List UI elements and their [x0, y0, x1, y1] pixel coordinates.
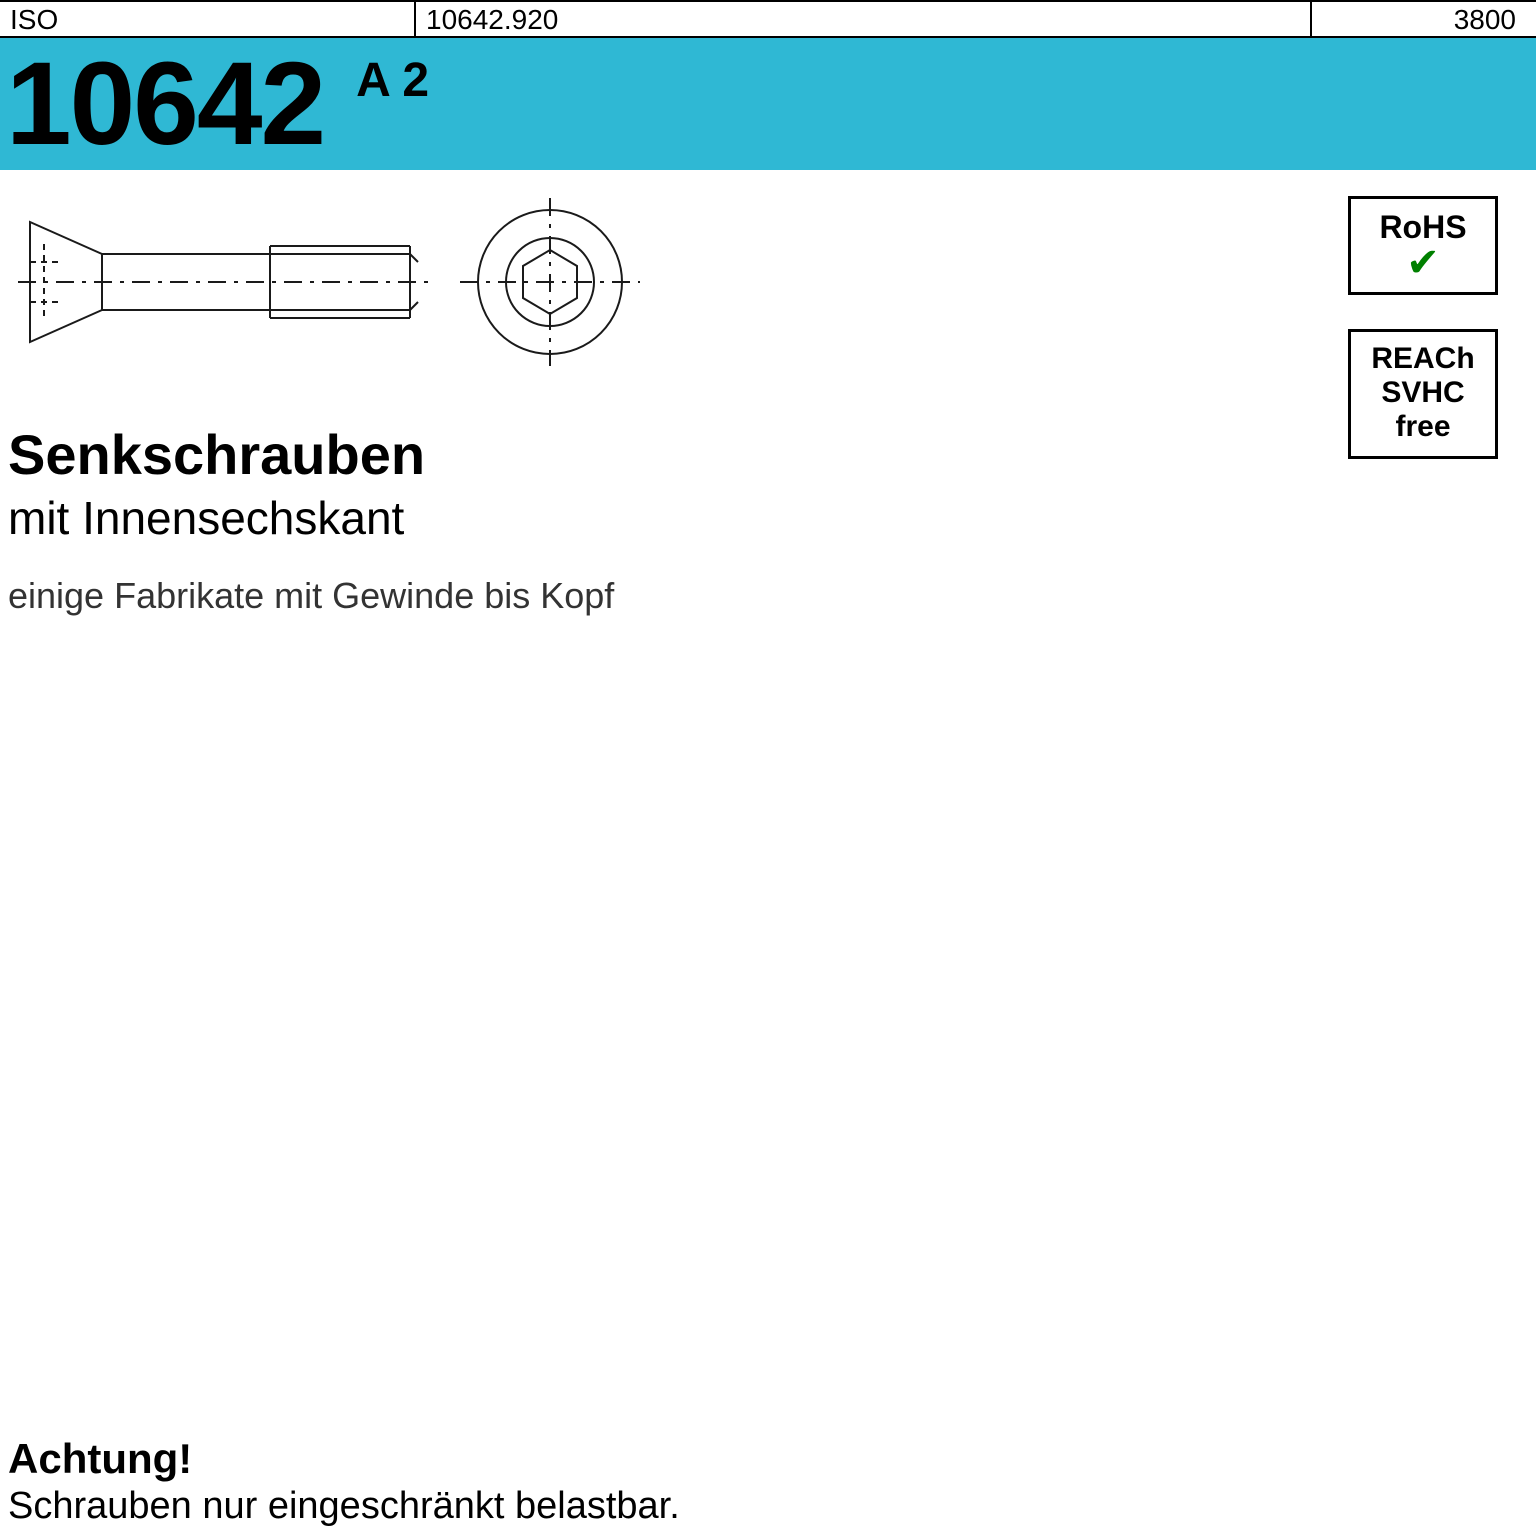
reach-badge: REACh SVHC free: [1348, 329, 1498, 459]
topbar-mid: 10642.920: [416, 2, 1312, 36]
warning-heading: Achtung!: [8, 1435, 680, 1483]
product-subtitle: mit Innensechskant: [8, 491, 1536, 545]
diagram-row: [0, 192, 1536, 392]
standard-number: 10642: [0, 36, 324, 172]
reach-line2: SVHC: [1357, 376, 1489, 410]
warning-block: Achtung! Schrauben nur eingeschränkt bel…: [8, 1435, 680, 1528]
product-title: Senkschrauben: [8, 422, 1536, 487]
title-band: 10642 A 2: [0, 38, 1536, 170]
check-icon: ✔: [1357, 246, 1489, 280]
product-note: einige Fabrikate mit Gewinde bis Kopf: [8, 575, 1536, 617]
rohs-badge: RoHS ✔: [1348, 196, 1498, 295]
compliance-badges: RoHS ✔ REACh SVHC free: [1348, 196, 1518, 493]
topbar-left: ISO: [0, 2, 416, 36]
material-code: A 2: [356, 53, 429, 108]
topbar-right: 3800: [1312, 2, 1536, 36]
reach-line3: free: [1357, 410, 1489, 444]
warning-text: Schrauben nur eingeschränkt belastbar.: [8, 1485, 680, 1528]
screw-diagram: [10, 192, 730, 372]
top-bar: ISO 10642.920 3800: [0, 0, 1536, 38]
reach-line1: REACh: [1357, 342, 1489, 376]
description-block: Senkschrauben mit Innensechskant einige …: [0, 422, 1536, 617]
